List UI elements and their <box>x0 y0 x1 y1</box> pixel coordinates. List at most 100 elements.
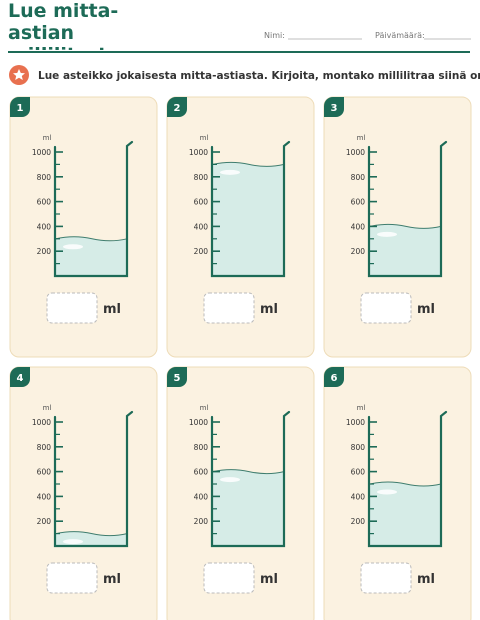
card-number: 4 <box>17 373 24 384</box>
tick-label: 400 <box>37 222 52 231</box>
tick-label: 1000 <box>32 148 51 157</box>
card-number: 3 <box>331 103 338 114</box>
tick-label: 600 <box>194 468 209 477</box>
card: 4 ml 200 400 600 800 1000 ml <box>9 366 158 620</box>
answer-unit: ml <box>417 302 435 317</box>
tick-label: 200 <box>194 517 209 526</box>
tick-label: 800 <box>194 443 209 452</box>
answer-box <box>360 292 412 324</box>
number-badge <box>10 367 30 387</box>
star-icon <box>13 69 25 80</box>
tick-label: 800 <box>351 173 366 182</box>
tick-label: 600 <box>194 198 209 207</box>
tick-label: 400 <box>351 222 366 231</box>
number-badge <box>324 367 344 387</box>
water <box>213 162 284 276</box>
tick-label: 600 <box>351 468 366 477</box>
answer-unit: ml <box>260 572 278 587</box>
tick-label: 800 <box>194 173 209 182</box>
tick-label: 800 <box>37 443 52 452</box>
date-label: Päivämäärä: <box>375 31 425 40</box>
water-surface <box>55 236 128 242</box>
scale-unit: ml <box>43 134 52 142</box>
reflection <box>63 539 83 545</box>
scale-unit: ml <box>357 134 366 142</box>
tick-label: 200 <box>37 247 52 256</box>
number-badge <box>324 97 344 117</box>
tick-label: 1000 <box>189 148 208 157</box>
tick-label: 1000 <box>346 418 365 427</box>
tick-label: 800 <box>37 173 52 182</box>
water-surface <box>369 481 442 487</box>
reflection <box>377 489 397 495</box>
beaker <box>367 410 448 548</box>
answer-box <box>46 292 98 324</box>
tick-label: 600 <box>37 198 52 207</box>
water <box>213 469 284 546</box>
card: 3 ml 200 400 600 800 1000 ml <box>323 96 472 358</box>
water <box>370 482 441 546</box>
tick-label: 200 <box>351 517 366 526</box>
scale-unit: ml <box>200 404 209 412</box>
number-badge <box>167 97 187 117</box>
card-number: 5 <box>174 373 181 384</box>
card-number: 2 <box>174 103 181 114</box>
card: 1 ml 200 400 600 800 1000 ml <box>9 96 158 358</box>
instruction: Lue asteikko jokaisesta mitta-astiasta. … <box>38 70 480 82</box>
tick-label: 600 <box>37 468 52 477</box>
scale-unit: ml <box>43 404 52 412</box>
card: 2 ml 200 400 600 800 1000 ml <box>166 96 315 358</box>
tick-label: 400 <box>194 492 209 501</box>
card-bg <box>9 366 158 620</box>
header-rule <box>8 51 470 53</box>
water-surface <box>55 531 128 537</box>
answer-unit: ml <box>417 572 435 587</box>
number-badge <box>167 367 187 387</box>
card-bg <box>9 96 158 358</box>
answer-box <box>360 562 412 594</box>
answer-box <box>203 562 255 594</box>
tick-label: 400 <box>351 492 366 501</box>
tick-label: 400 <box>37 492 52 501</box>
answer-unit: ml <box>103 572 121 587</box>
answer-unit: ml <box>103 302 121 317</box>
tick-label: 200 <box>194 247 209 256</box>
water <box>370 224 441 276</box>
beaker <box>210 410 291 548</box>
water-surface <box>212 469 285 475</box>
beaker <box>210 140 291 278</box>
reflection <box>377 231 397 237</box>
tick-label: 600 <box>351 198 366 207</box>
title: Lue mitta-astian millilitrat <box>8 0 119 50</box>
card-number: 1 <box>17 103 24 114</box>
answer-unit: ml <box>260 302 278 317</box>
water <box>56 236 127 276</box>
scale-unit: ml <box>200 134 209 142</box>
tick-label: 200 <box>351 247 366 256</box>
tick-label: 200 <box>37 517 52 526</box>
name-label: Nimi: <box>264 31 285 40</box>
card-number: 6 <box>331 373 338 384</box>
water-surface <box>212 161 285 167</box>
answer-box <box>203 292 255 324</box>
tick-label: 1000 <box>32 418 51 427</box>
tick-label: 1000 <box>346 148 365 157</box>
tick-label: 400 <box>194 222 209 231</box>
tick-label: 800 <box>351 443 366 452</box>
card: 5 ml 200 400 600 800 1000 ml <box>166 366 315 620</box>
title-box: Lue mitta-astian millilitrat <box>8 0 119 50</box>
number-badge <box>10 97 30 117</box>
scale-unit: ml <box>357 404 366 412</box>
reflection <box>63 244 83 250</box>
tick-label: 1000 <box>189 418 208 427</box>
beaker <box>367 140 448 278</box>
beaker <box>53 410 134 548</box>
reflection <box>220 477 240 483</box>
card: 6 ml 200 400 600 800 1000 ml <box>323 366 472 620</box>
water-surface <box>369 223 442 229</box>
answer-box <box>46 562 98 594</box>
reflection <box>220 169 240 175</box>
beaker <box>53 140 134 278</box>
